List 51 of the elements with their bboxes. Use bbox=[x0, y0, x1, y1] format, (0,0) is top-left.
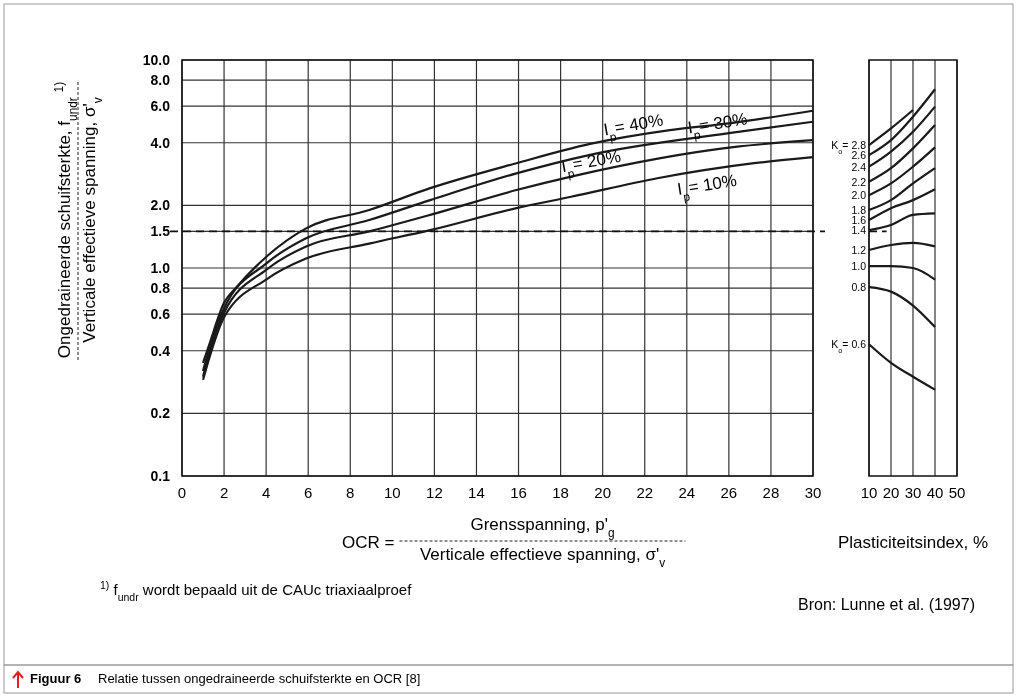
x-tick-label: 20 bbox=[594, 484, 612, 501]
y-tick-label: 0.1 bbox=[150, 468, 171, 484]
x-tick-label: 20 bbox=[882, 484, 900, 501]
text: I$_{p}$= 40% bbox=[602, 110, 665, 145]
x-tick-label: 14 bbox=[468, 484, 485, 501]
x-tick-label: 40 bbox=[926, 484, 944, 501]
x-axis-title: Plasticiteitsindex, % bbox=[837, 533, 989, 552]
y-tick-label: 6.0 bbox=[150, 98, 171, 115]
y-tick-label: 8.0 bbox=[150, 72, 171, 89]
series-label: 1.8 bbox=[851, 204, 867, 217]
x-tick-label: 26 bbox=[720, 484, 738, 501]
x-tick-label: 6 bbox=[304, 484, 313, 501]
series-label: 0.8 bbox=[851, 281, 867, 294]
y-tick-label: 0.6 bbox=[150, 306, 171, 323]
x-tick-label: 2 bbox=[219, 484, 229, 501]
x-tick-label: 30 bbox=[904, 484, 922, 501]
x-tick-label: 24 bbox=[678, 484, 696, 501]
x-tick-label: 8 bbox=[346, 484, 355, 501]
text: $^{1)}$ f$_{undr}$ wordt bepaald uit de CAUc triaxiaalproef bbox=[100, 579, 413, 603]
y-tick-label: 0.4 bbox=[150, 342, 171, 359]
series-label: K$_{o}$= 0.6 bbox=[831, 338, 867, 355]
x-tick-label: 28 bbox=[762, 484, 780, 501]
y-tick-label: 2.0 bbox=[150, 197, 171, 214]
y-tick-label: 4.0 bbox=[150, 134, 171, 151]
series-label: 2.0 bbox=[851, 189, 867, 202]
x-tick-label: 12 bbox=[426, 484, 443, 501]
x-tick-label: 10 bbox=[860, 484, 878, 501]
x-tick-label: 50 bbox=[948, 484, 966, 501]
x-tick-label: 4 bbox=[261, 484, 271, 501]
series-label: 1.6 bbox=[851, 214, 867, 227]
series-label: 1.4 bbox=[851, 224, 867, 237]
y-tick-label: 1.5 bbox=[150, 223, 171, 240]
y-tick-label: 0.2 bbox=[150, 405, 171, 422]
series-label: 1.0 bbox=[851, 260, 867, 273]
y-tick-label: 10.0 bbox=[142, 52, 171, 68]
y-tick-label: 0.8 bbox=[150, 280, 171, 297]
x-tick-label: 18 bbox=[552, 484, 569, 501]
text: I$_{p}$= 10% bbox=[675, 170, 739, 205]
series-label: 2.4 bbox=[851, 160, 867, 173]
series-label: 2.2 bbox=[851, 175, 867, 188]
text: Figuur 6 bbox=[30, 671, 82, 686]
series-label: 1.2 bbox=[851, 244, 867, 257]
y-tick-label: 1.0 bbox=[150, 260, 171, 276]
x-tick-label: 22 bbox=[636, 484, 654, 501]
text: Bron: Lunne et al. (1997) bbox=[797, 596, 975, 613]
x-tick-label: 0 bbox=[177, 484, 187, 501]
text: Relatie tussen ongedraineerde schuifsterkte en OCR [8] bbox=[98, 671, 421, 686]
x-tick-label: 10 bbox=[383, 484, 401, 501]
text: OCR = Grensspanning, p'$_{g}$ Verticale effectieve spanning, σ'$_{v}$ bbox=[342, 515, 666, 570]
x-tick-label: 16 bbox=[510, 484, 527, 501]
x-tick-label: 30 bbox=[804, 484, 822, 501]
